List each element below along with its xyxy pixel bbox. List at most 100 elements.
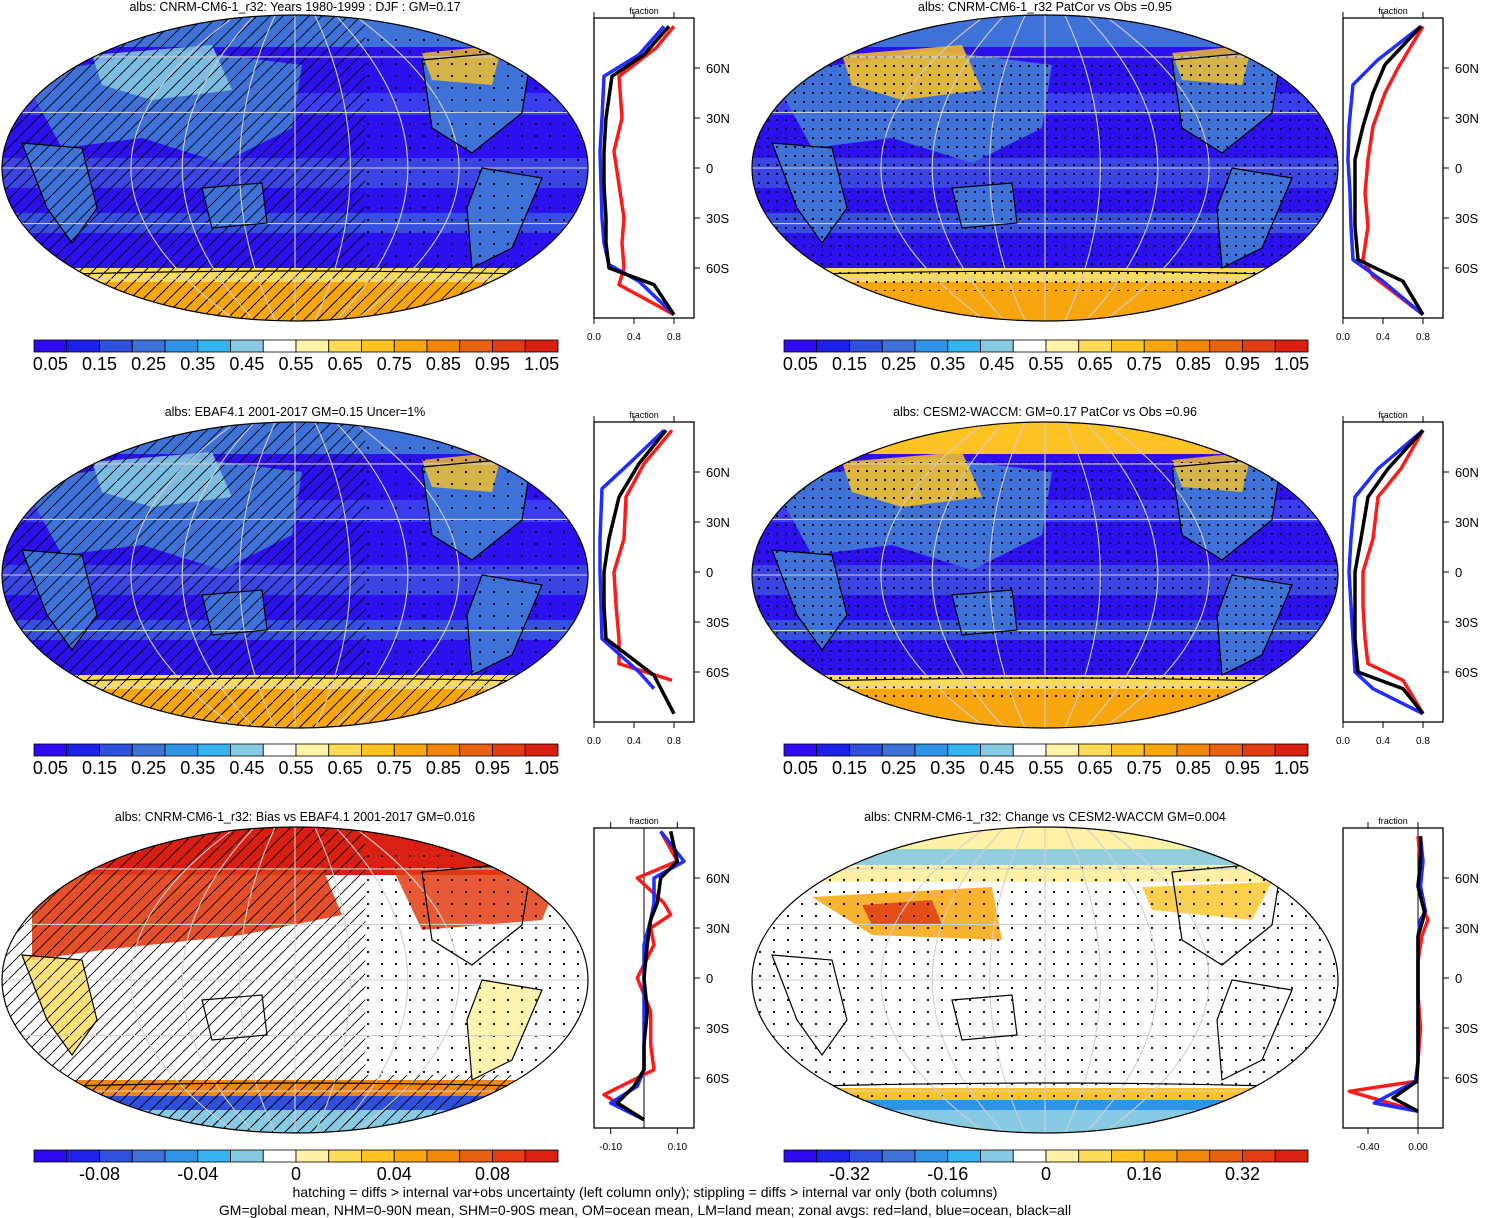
panel-title-6: albs: CNRM-CM6-1_r32: Change vs CESM2-WA… xyxy=(864,810,1226,824)
colorbar-swatch xyxy=(1242,339,1276,353)
colorbar-swatch xyxy=(1209,1149,1243,1163)
zonal-series-all xyxy=(602,25,676,316)
colorbar-swatch xyxy=(1078,743,1112,757)
colorbar-swatch xyxy=(1274,1149,1309,1163)
lat-label: 0 xyxy=(706,565,713,580)
colorbar-swatch xyxy=(426,743,461,757)
zonal-header: fraction xyxy=(1378,6,1408,16)
colorbar-swatch xyxy=(947,339,981,353)
colorbar-label: -0.16 xyxy=(927,1164,969,1184)
panel-title-3: albs: EBAF4.1 2001-2017 GM=0.15 Uncer=1% xyxy=(164,405,426,419)
map-border xyxy=(751,14,1339,322)
colorbar-label: 0.85 xyxy=(1175,758,1211,778)
zonal-header: fraction xyxy=(1378,816,1408,826)
colorbar-swatch xyxy=(66,339,100,353)
colorbar-swatch xyxy=(459,1149,493,1163)
colorbar-swatch xyxy=(980,339,1014,353)
colorbar-label: 0.95 xyxy=(474,758,511,778)
lat-label: 30S xyxy=(706,211,729,226)
map-panel-3 xyxy=(1,421,589,729)
colorbar-label: 0.95 xyxy=(1224,354,1261,374)
x-tick-label: -0.40 xyxy=(1357,1142,1380,1153)
colorbar-label: 0.25 xyxy=(131,758,167,778)
colorbar-swatch xyxy=(393,339,428,353)
zonal-plot-1: fraction 60N 30N 0 30S 60S 0.0 0.4 0.8 xyxy=(587,6,730,343)
panel-title-1: albs: CNRM-CM6-1_r32: Years 1980-1999 : … xyxy=(129,0,461,14)
colorbar-swatch xyxy=(947,1149,981,1163)
colorbar-label: 0.05 xyxy=(782,758,818,778)
colorbar-swatch xyxy=(197,339,231,353)
zonal-series-all xyxy=(1391,836,1427,1113)
lat-label: 30N xyxy=(1455,921,1479,936)
colorbar-swatch xyxy=(164,743,199,757)
panel-title-2: albs: CNRM-CM6-1_r32 PatCor vs Obs =0.95 xyxy=(918,0,1172,14)
colorbar-swatch xyxy=(131,339,166,353)
colorbar-swatch xyxy=(1012,339,1047,353)
zonal-series-all xyxy=(1353,429,1425,715)
colorbar-label: 0.45 xyxy=(979,354,1015,374)
colorbar-swatch xyxy=(66,743,100,757)
colorbar-swatch xyxy=(1111,1149,1145,1163)
colorbar-swatch xyxy=(1143,743,1178,757)
colorbar-label: 0.95 xyxy=(1224,758,1261,778)
colorbar-swatch xyxy=(393,743,428,757)
colorbar-label: 0 xyxy=(290,1164,301,1184)
colorbar-swatch xyxy=(99,1149,133,1163)
lat-label: 30S xyxy=(1455,1021,1478,1036)
lat-label: 30N xyxy=(706,111,730,126)
colorbar-swatch xyxy=(524,743,559,757)
x-tick-label: 0.8 xyxy=(667,736,681,747)
colorbar-swatch xyxy=(816,743,850,757)
colorbar-label: 0.65 xyxy=(327,354,363,374)
x-tick-label: 0.0 xyxy=(1336,332,1350,343)
x-tick-label: 0.00 xyxy=(1408,1142,1428,1153)
colorbar-swatch xyxy=(980,1149,1014,1163)
colorbar-label: 1.05 xyxy=(524,354,560,374)
colorbar-swatch xyxy=(295,339,330,353)
colorbar-swatch xyxy=(914,339,949,353)
colorbar-label: 0.55 xyxy=(1028,758,1064,778)
map-border xyxy=(1,826,589,1134)
lat-label: 30S xyxy=(706,615,729,630)
colorbar-swatch xyxy=(361,743,395,757)
colorbar-label: 0.15 xyxy=(831,758,868,778)
x-tick-label: 0.4 xyxy=(627,332,641,343)
zonal-series-ocean xyxy=(1346,24,1425,317)
lat-label: 60S xyxy=(706,665,729,680)
zonal-header: fraction xyxy=(629,410,659,420)
colorbar-swatch xyxy=(99,743,133,757)
colorbar-swatch xyxy=(1176,1149,1211,1163)
lat-label: 30N xyxy=(706,515,730,530)
colorbar-label: -0.04 xyxy=(177,1164,219,1184)
colorbar-swatch xyxy=(524,1149,559,1163)
colorbar-label: 0.75 xyxy=(1126,758,1162,778)
colorbar-1 xyxy=(33,339,559,353)
zonal-plot-6: fraction 60N 30N 0 30S 60S -0.40 0.00 xyxy=(1342,816,1479,1153)
colorbar-swatch xyxy=(33,743,68,757)
colorbar-label: -0.08 xyxy=(78,1164,121,1184)
lat-label: 30S xyxy=(1455,615,1478,630)
panel-title-5: albs: CNRM-CM6-1_r32: Bias vs EBAF4.1 20… xyxy=(114,810,476,824)
graticule xyxy=(2,827,588,1133)
zonal-plot-3: fraction 60N 30N 0 30S 60S 0.0 0.4 0.8 xyxy=(587,410,730,747)
map-panel-5 xyxy=(1,826,589,1134)
colorbar-swatch xyxy=(492,339,526,353)
colorbar-label: 0.25 xyxy=(131,354,167,374)
colorbar-label: 0.45 xyxy=(229,758,265,778)
colorbar-label: 0.35 xyxy=(930,758,966,778)
colorbar-label: 0.55 xyxy=(278,758,314,778)
colorbar-swatch xyxy=(1045,339,1080,353)
colorbar-label: 0.08 xyxy=(474,1164,511,1184)
zonal-series-land xyxy=(1361,429,1425,715)
map-panel-2 xyxy=(751,14,1339,322)
graticule xyxy=(752,15,1338,321)
lat-label: 30S xyxy=(1455,211,1478,226)
colorbar-swatch xyxy=(295,743,330,757)
lat-label: 60N xyxy=(706,61,730,76)
colorbar-swatch xyxy=(914,743,949,757)
colorbar-label: 0.05 xyxy=(32,354,68,374)
x-tick-label: 0.10 xyxy=(668,1142,688,1153)
colorbar-label: 0.85 xyxy=(425,354,461,374)
zonal-series-land xyxy=(1361,25,1425,317)
colorbar-swatch xyxy=(230,1149,264,1163)
